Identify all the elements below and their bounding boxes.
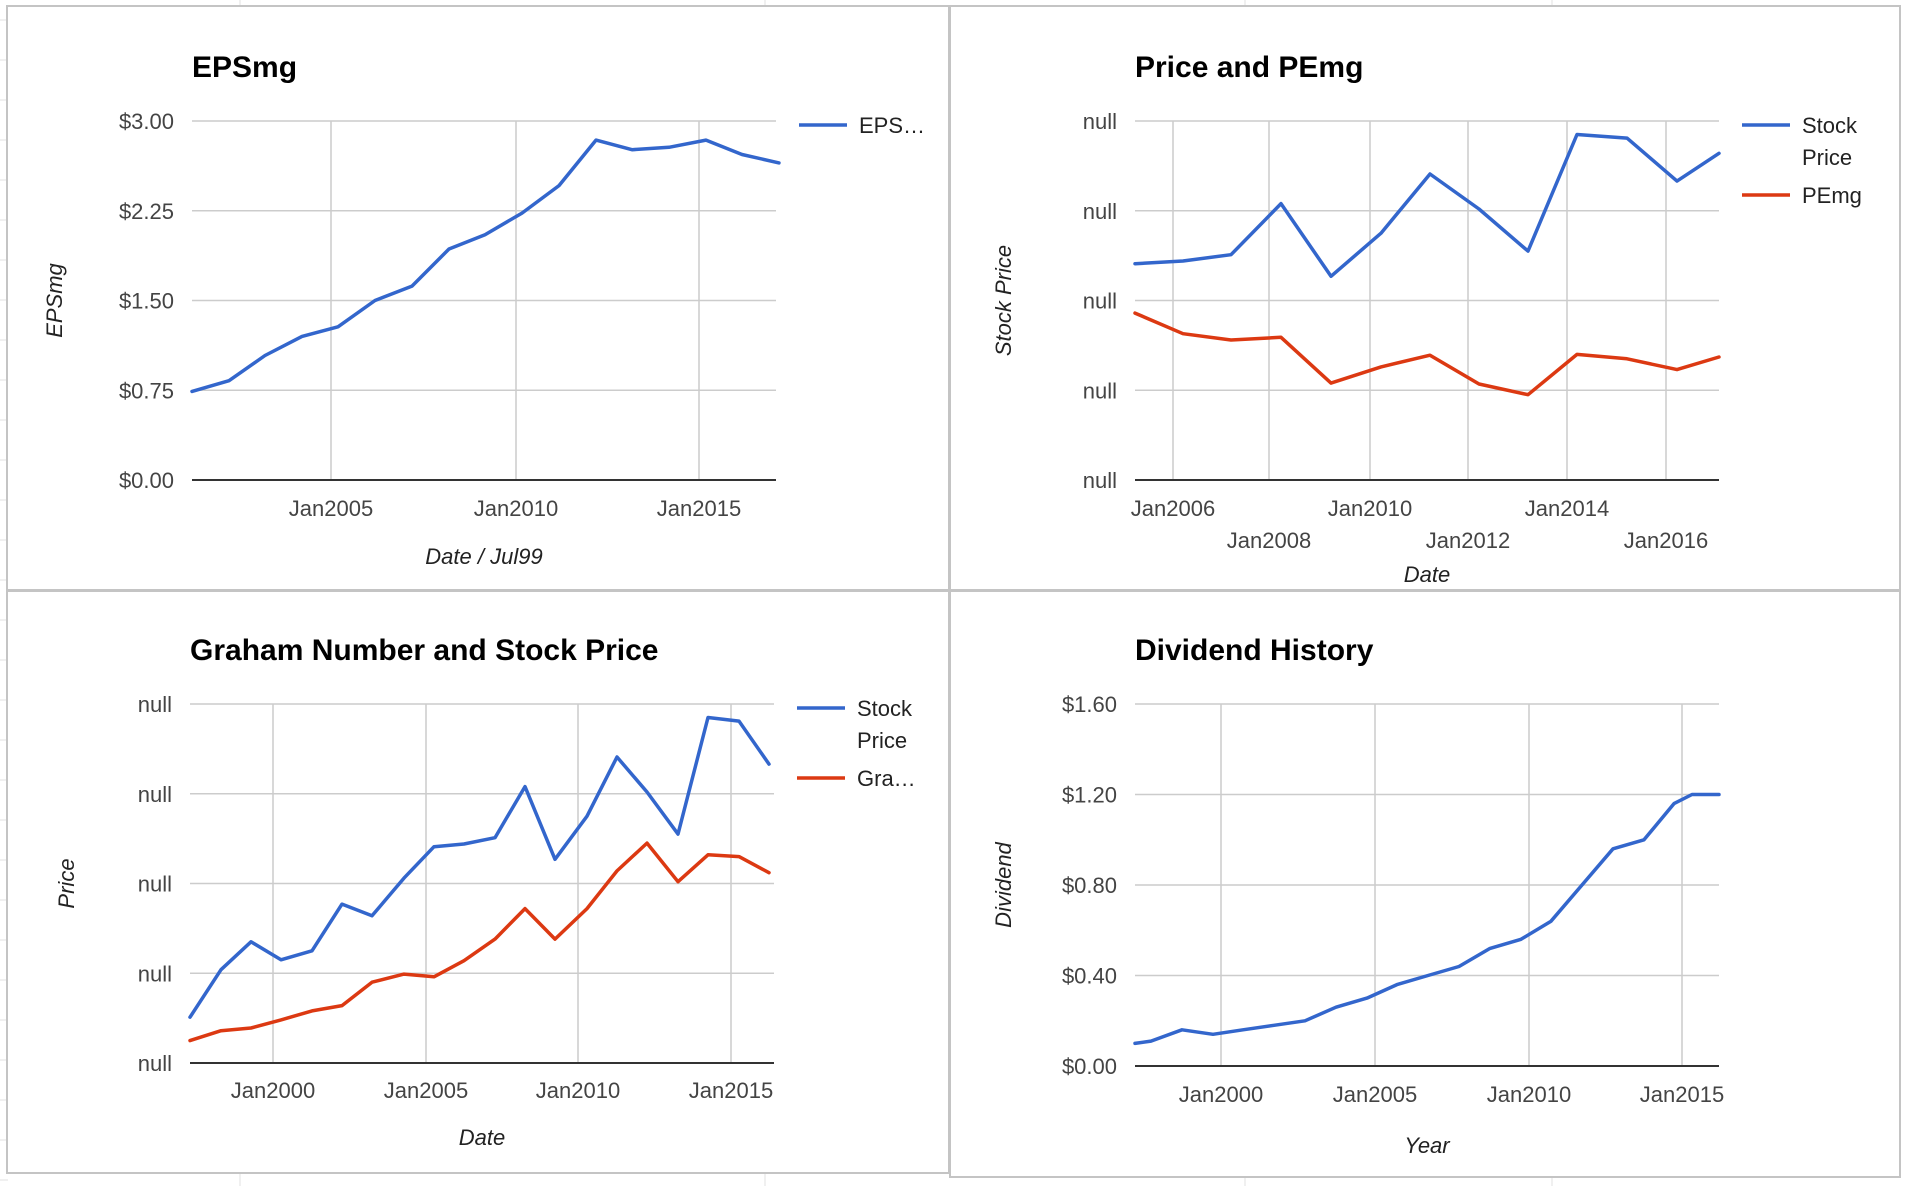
series-line-0 [1133,132,1721,279]
x-tick-label: Jan2015 [689,1078,773,1103]
x-tick-label: Jan2000 [231,1078,315,1103]
series-line-1 [1133,311,1721,397]
x-tick-label: Jan2010 [474,496,558,521]
x-tick-label: Jan2010 [536,1078,620,1103]
y-tick-label: $0.00 [1062,1054,1117,1079]
y-axis-title: Dividend [991,841,1016,927]
series-line-0 [188,715,771,1019]
x-tick-label: Jan2010 [1487,1082,1571,1107]
legend-label: Gra… [857,766,916,791]
y-tick-label: null [138,692,172,717]
y-axis-title: Price [54,858,79,908]
y-tick-label: $3.00 [119,109,174,134]
chart-title: Graham Number and Stock Price [190,634,659,667]
y-tick-label: null [138,872,172,897]
x-tick-label: Jan2008 [1227,528,1311,553]
x-tick-label: Jan2015 [1640,1082,1724,1107]
legend-label-line: EPS… [859,113,925,138]
y-tick-label: null [1083,378,1117,403]
chart-panel-dividend-history[interactable]: Dividend History $1.60 $1.20 $0.80 $0.40 $0.0… [949,590,1901,1178]
legend-label: Stock Price [1802,113,1858,170]
series-line-0 [190,138,781,394]
y-tick-label: null [1083,468,1117,493]
price-and-pemg-chart: Price and PEmg null null null null null Jan200… [991,51,1862,587]
legend-label-line: Gra… [857,766,916,791]
chart-title: EPSmg [192,51,297,84]
y-tick-label: $2.25 [119,199,174,224]
chart-title: Dividend History [1135,634,1374,667]
graham-number-chart: Graham Number and Stock Price null null nul… [54,634,916,1150]
x-tick-label: Jan2010 [1328,496,1412,521]
y-tick-label: null [138,961,172,986]
y-axis-title: Stock Price [991,245,1016,356]
legend-label-line: PEmg [1802,183,1862,208]
y-tick-label: $1.50 [119,289,174,314]
legend-label: Stock Price [857,696,913,753]
x-tick-label: Jan2016 [1624,528,1708,553]
y-tick-label: $1.20 [1062,783,1117,808]
legend-label-line: Stock [857,696,913,721]
y-tick-label: $1.60 [1062,692,1117,717]
x-axis-title: Year [1404,1133,1451,1158]
x-tick-label: Jan2005 [289,496,373,521]
legend-label-line: Stock [1802,113,1858,138]
x-tick-label: Jan2012 [1426,528,1510,553]
legend-label: PEmg [1802,183,1862,208]
y-tick-label: null [1083,109,1117,134]
series-line-1 [188,841,771,1043]
y-axis-title: EPSmg [42,262,67,337]
x-axis-title: Date [459,1125,505,1150]
x-axis-title: Date / Jul99 [425,544,542,569]
y-tick-label: null [138,1051,172,1076]
y-tick-label: $0.75 [119,378,174,403]
legend-label-line: Price [857,728,907,753]
x-tick-label: Jan2014 [1525,496,1609,521]
chart-panel-price-and-pemg[interactable]: Price and PEmg null null null null null Jan200… [949,5,1901,591]
y-tick-label: $0.80 [1062,873,1117,898]
y-tick-label: $0.40 [1062,964,1117,989]
chart-panel-graham-number[interactable]: Graham Number and Stock Price null null nul… [6,590,950,1174]
x-axis-title: Date [1404,562,1450,587]
legend-label: EPS… [859,113,925,138]
x-tick-label: Jan2006 [1131,496,1215,521]
legend-label-line: Price [1802,145,1852,170]
x-tick-label: Jan2005 [1333,1082,1417,1107]
series-line-0 [1133,792,1721,1046]
epsmg-chart: EPSmg $3.00 $2.25 $1.50 $0.75 $0.00 Jan2005 Jan… [42,51,925,569]
y-tick-label: null [1083,199,1117,224]
dividend-history-chart: Dividend History $1.60 $1.20 $0.80 $0.40 $0.0… [991,634,1724,1158]
y-tick-label: null [1083,289,1117,314]
chart-title: Price and PEmg [1135,51,1363,84]
x-tick-label: Jan2005 [384,1078,468,1103]
y-tick-label: $0.00 [119,468,174,493]
x-tick-label: Jan2000 [1179,1082,1263,1107]
chart-panel-epsmg[interactable]: EPSmg $3.00 $2.25 $1.50 $0.75 $0.00 Jan2005 Jan… [6,5,950,591]
y-tick-label: null [138,782,172,807]
x-tick-label: Jan2015 [657,496,741,521]
